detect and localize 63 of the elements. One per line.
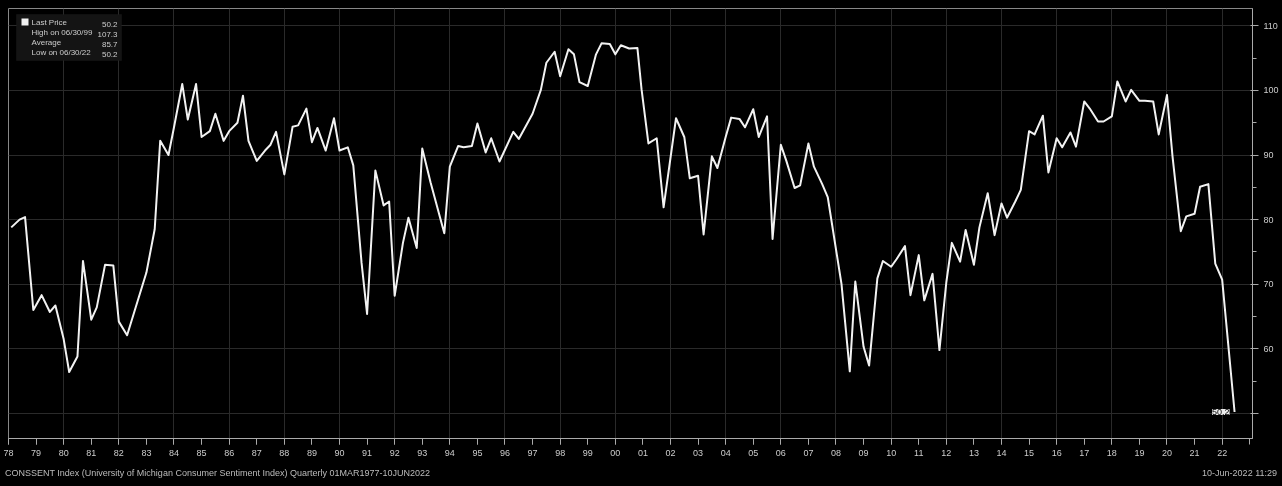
annotation: High on 06/30/99 [31,27,93,37]
annotation: Average [31,37,62,47]
x-tick-label: 97 [527,447,538,458]
x-tick-label: 84 [168,447,180,458]
y-tick-label: 90 [1263,150,1274,161]
x-tick-label: 89 [306,447,317,458]
annotation: Low on 06/30/22 [31,47,92,57]
x-tick-label: 15 [1024,447,1035,458]
legend-label: Last Price [31,17,68,27]
x-tick-label: 91 [362,447,373,458]
x-tick-label: 12 [941,447,952,458]
x-tick-label: 78 [3,447,14,458]
text: 10-Jun-2022 11:29 [1202,467,1277,480]
x-tick-label: 85 [196,447,207,458]
x-tick-label: 92 [389,447,400,458]
x-tick-label: 88 [279,447,290,458]
x-tick-label: 81 [86,447,97,458]
x-tick-label: 03 [693,447,704,458]
x-tick-label: 16 [1051,447,1062,458]
x-tick-label: 05 [748,447,759,458]
x-tick-label: 90 [334,447,345,458]
text: CONSSENT Index (University of Michigan Consumer Sentiment Index) Quarterly 01MAR1977-10JUN2022 [5,467,431,480]
y-tick-label: 70 [1263,279,1274,290]
y-tick-label: 80 [1263,214,1274,225]
x-tick-label: 13 [968,447,979,458]
x-tick-label: 10 [886,447,897,458]
x-tick-label: 14 [996,447,1007,458]
x-tick-label: 94 [444,447,455,458]
y-tick-label: 110 [1263,20,1278,31]
line-series [10,42,1236,414]
x-tick-label: 02 [665,447,676,458]
y-tick-label: 100 [1263,85,1279,96]
x-tick-label: 08 [830,447,841,458]
x-tick-label: 20 [1161,447,1172,458]
x-tick-label: 83 [141,447,152,458]
annotation: 107.3 [97,29,119,39]
x-tick-label: 99 [582,447,593,458]
x-tick-label: 93 [417,447,428,458]
x-tick-label: 79 [31,447,42,458]
x-tick-label: 07 [803,447,814,458]
x-tick-label: 22 [1217,447,1228,458]
annotation: 50.2 [101,49,119,59]
x-tick-label: 95 [472,447,483,458]
annotation: 85.7 [101,39,119,49]
x-tick-label: 96 [499,447,511,458]
x-tick-label: 98 [555,447,566,458]
x-tick-label: 80 [58,447,69,458]
x-tick-label: 04 [720,447,731,458]
x-tick-label: 86 [224,447,235,458]
x-tick-label: 06 [775,447,786,458]
x-tick-label: 00 [610,447,621,458]
x-tick-label: 82 [113,447,124,458]
x-tick-label: 17 [1079,447,1090,458]
x-tick-label: 11 [914,447,924,458]
x-tick-label: 01 [637,447,648,458]
x-tick-label: 21 [1189,447,1200,458]
x-tick-label: 87 [251,447,262,458]
annotation: 50.2 [101,19,119,29]
y-tick-label: 60 [1263,343,1274,354]
annotation: 50.2 [1212,407,1230,418]
x-tick-label: 19 [1134,447,1145,458]
x-tick-label: 09 [858,447,869,458]
x-tick-label: 18 [1106,447,1117,458]
